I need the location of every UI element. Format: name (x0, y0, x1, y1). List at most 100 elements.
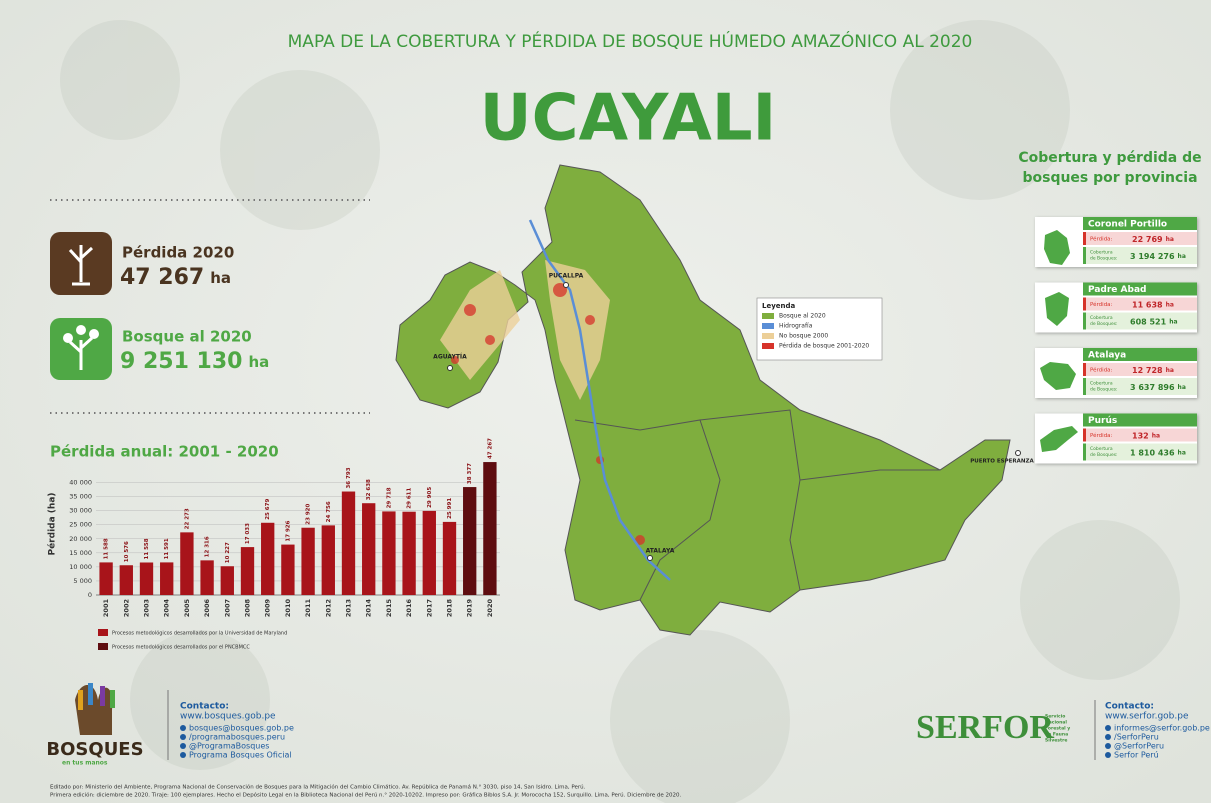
cover-unit: ha (1178, 384, 1186, 391)
y-tick-label: 25 000 (69, 521, 92, 529)
value-label: 25 679 (265, 499, 271, 520)
bar (120, 565, 133, 595)
map-legend-swatch (762, 313, 774, 319)
value-label: 11 588 (104, 538, 110, 559)
bar (362, 503, 375, 595)
y-tick-label: 10 000 (69, 563, 92, 571)
loss-label: Pérdida: (1090, 236, 1113, 243)
contact-link: /SerforPeru (1114, 733, 1159, 742)
cover-number: 608 521 (1130, 317, 1167, 326)
x-tick-label: 2012 (324, 599, 332, 617)
bar (443, 522, 456, 595)
loss-marker (1083, 363, 1086, 376)
value-label: 17 033 (245, 523, 251, 544)
value-label: 29 611 (407, 487, 413, 508)
cover-marker (1083, 313, 1086, 330)
value-label: 29 905 (427, 487, 433, 508)
cover-label: de Bosques: (1090, 387, 1118, 393)
bar (483, 462, 496, 595)
map-legend-swatch (762, 333, 774, 339)
x-tick-label: 2005 (183, 599, 191, 618)
loss-value: 11 638ha (1132, 300, 1174, 309)
map-legend-label: No bosque 2000 (779, 333, 828, 340)
place-marker (448, 366, 453, 371)
x-tick-label: 2015 (385, 599, 393, 618)
x-tick-label: 2006 (203, 599, 211, 618)
region-name: UCAYALI (480, 82, 777, 156)
y-tick-label: 0 (88, 591, 92, 599)
bar (382, 511, 395, 595)
cover-label: Cobertura (1090, 315, 1113, 321)
loss-number: 132 (1132, 431, 1149, 440)
serfor-name-line: Nacional (1045, 720, 1067, 726)
value-label: 47 267 (487, 438, 493, 459)
x-tick-label: 2002 (122, 599, 130, 617)
value-label: 23 920 (306, 504, 312, 525)
contact-web: www.serfor.gob.pe (1105, 712, 1189, 722)
cover-marker (1083, 378, 1086, 395)
map-legend-label: Bosque al 2020 (779, 313, 826, 320)
bar (281, 545, 294, 595)
bar (221, 566, 234, 595)
loss-unit: ha (1166, 367, 1174, 374)
bosques-tagline: en tus manos (62, 760, 108, 767)
province-name: Coronel Portillo (1088, 220, 1167, 230)
loss-marker (1083, 298, 1086, 311)
x-tick-label: 2009 (264, 599, 272, 618)
loss-marker (1083, 232, 1086, 245)
y-tick-label: 30 000 (69, 507, 92, 515)
bar (463, 487, 476, 595)
cover-number: 3 637 896 (1130, 383, 1175, 392)
x-tick-label: 2019 (466, 599, 474, 618)
contact-web: www.bosques.gob.pe (180, 712, 276, 722)
y-tick-label: 35 000 (69, 493, 92, 501)
x-tick-label: 2001 (102, 599, 110, 618)
value-label: 36 793 (346, 467, 352, 488)
link-icon (180, 725, 186, 731)
loss-label: Pérdida: (1090, 432, 1113, 439)
bar (423, 511, 436, 595)
contact-title: Contacto: (1105, 702, 1154, 712)
map-legend-label: Pérdida de bosque 2001-2020 (779, 343, 869, 350)
province-name: Atalaya (1088, 351, 1126, 361)
x-tick-label: 2020 (486, 599, 494, 618)
contact-link: @SerforPeru (1114, 742, 1164, 751)
link-icon (180, 752, 186, 758)
serfor-logo: SERFOR (916, 709, 1054, 746)
stat-label: Pérdida 2020 (122, 244, 234, 262)
contact-link: @ProgramaBosques (189, 742, 269, 751)
bar (180, 532, 193, 595)
place-marker (648, 556, 653, 561)
bar (301, 528, 314, 595)
cover-label: de Bosques: (1090, 321, 1118, 327)
bar (402, 512, 415, 595)
value-label: 12 316 (205, 536, 211, 557)
cover-label: Cobertura (1090, 381, 1113, 387)
x-tick-label: 2003 (143, 599, 151, 617)
cover-unit: ha (1178, 253, 1186, 260)
cover-unit: ha (1169, 318, 1177, 325)
y-tick-label: 15 000 (69, 549, 92, 557)
serfor-name-line: Forestal y (1045, 726, 1070, 732)
province-name: Padre Abad (1088, 285, 1146, 295)
value-label: 24 756 (326, 501, 332, 522)
loss-unit: ha (1166, 236, 1174, 243)
serfor-name-line: de Fauna (1045, 732, 1068, 738)
bar (322, 525, 335, 595)
x-tick-label: 2014 (365, 599, 373, 618)
value-label: 32 638 (366, 479, 372, 500)
cover-value: 3 637 896ha (1130, 383, 1186, 392)
loss-number: 22 769 (1132, 235, 1163, 244)
loss-value: 12 728ha (1132, 366, 1174, 375)
value-label: 22 273 (184, 508, 190, 529)
cover-marker (1083, 247, 1086, 264)
bar (200, 560, 213, 595)
cover-label: de Bosques: (1090, 256, 1118, 262)
place-label: AGUAYTÍA (433, 353, 467, 361)
place-label: PUCALLPA (549, 273, 584, 280)
loss-unit: ha (1166, 301, 1174, 308)
page: MAPA DE LA COBERTURA Y PÉRDIDA DE BOSQUE… (0, 0, 1211, 803)
loss-number: 11 638 (1132, 300, 1163, 309)
legend-swatch (98, 629, 108, 636)
